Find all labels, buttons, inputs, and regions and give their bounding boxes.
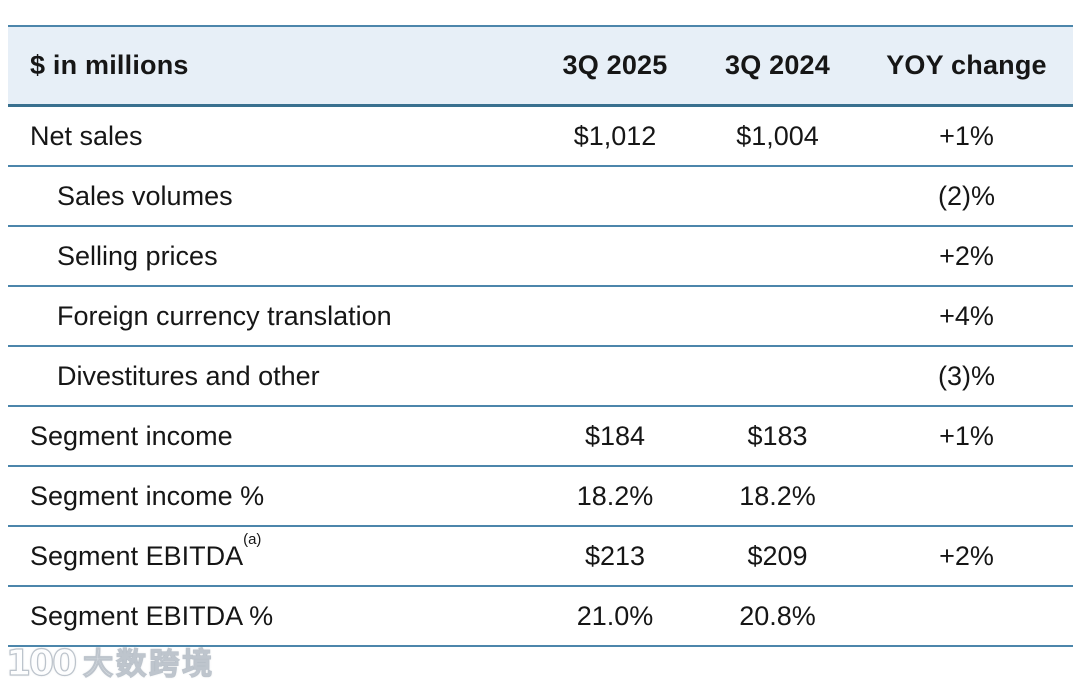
cell-3q2024: 20.8% bbox=[739, 600, 816, 631]
table-row: Divestitures and other (3)% bbox=[8, 347, 1073, 407]
cell-yoy-change: +1% bbox=[939, 420, 994, 451]
row-label-text: Segment income bbox=[30, 420, 233, 451]
table-header-row: $ in millions 3Q 2025 3Q 2024 YOY change bbox=[8, 25, 1073, 107]
table-row: Sales volumes (2)% bbox=[8, 167, 1073, 227]
watermark-logo: 100 bbox=[5, 643, 77, 684]
row-label: Divestitures and other bbox=[8, 361, 535, 392]
table-row: Foreign currency translation +4% bbox=[8, 287, 1073, 347]
cell-yoy-change: +2% bbox=[939, 240, 994, 271]
row-label-text: Segment income % bbox=[30, 480, 265, 511]
row-label: Net sales bbox=[8, 121, 535, 152]
row-label-text: Net sales bbox=[30, 120, 143, 151]
watermark: 100 大数跨境 bbox=[5, 643, 216, 684]
cell-yoy-change: (2)% bbox=[937, 180, 995, 211]
row-label: Sales volumes bbox=[8, 181, 535, 212]
row-label-text: Sales volumes bbox=[57, 180, 233, 211]
watermark-text: 大数跨境 bbox=[83, 647, 216, 683]
financial-results-table: $ in millions 3Q 2025 3Q 2024 YOY change… bbox=[8, 25, 1073, 647]
row-label-superscript: (a) bbox=[243, 530, 262, 548]
table-row: Segment income % 18.2% 18.2% bbox=[8, 467, 1073, 527]
table-row: Segment income $184 $183 +1% bbox=[8, 407, 1073, 467]
cell-yoy-change: +4% bbox=[939, 300, 994, 331]
row-label: Segment income % bbox=[8, 481, 535, 512]
row-label: Segment EBITDA(a) bbox=[8, 531, 535, 572]
cell-3q2025: $1,012 bbox=[573, 120, 657, 151]
row-label: Foreign currency translation bbox=[8, 301, 535, 332]
row-label-text: Selling prices bbox=[57, 240, 218, 271]
column-header-3q2025: 3Q 2025 bbox=[562, 50, 668, 80]
table-row: Net sales $1,012 $1,004 +1% bbox=[8, 107, 1073, 167]
cell-3q2024: $1,004 bbox=[736, 120, 819, 151]
row-label: Segment income bbox=[8, 421, 535, 452]
cell-3q2024: $183 bbox=[747, 420, 808, 451]
column-header-3q2024: 3Q 2024 bbox=[725, 50, 830, 80]
cell-yoy-change: +1% bbox=[939, 120, 994, 151]
cell-3q2025: 18.2% bbox=[576, 480, 654, 511]
column-header-yoy-change: YOY change bbox=[886, 50, 1047, 80]
table-row: Segment EBITDA(a) $213 $209 +2% bbox=[8, 527, 1073, 587]
row-label: Selling prices bbox=[8, 241, 535, 272]
row-label: Segment EBITDA % bbox=[8, 601, 535, 632]
column-header-metric: $ in millions bbox=[30, 50, 189, 80]
cell-3q2025: $213 bbox=[584, 540, 646, 571]
table-row: Selling prices +2% bbox=[8, 227, 1073, 287]
cell-3q2025: $184 bbox=[584, 420, 646, 451]
table-row: Segment EBITDA % 21.0% 20.8% bbox=[8, 587, 1073, 647]
cell-3q2024: 18.2% bbox=[739, 480, 816, 511]
cell-3q2025: 21.0% bbox=[576, 600, 654, 631]
row-label-text: Foreign currency translation bbox=[57, 300, 392, 331]
row-label-text: Divestitures and other bbox=[57, 360, 320, 391]
row-label-text: Segment EBITDA bbox=[30, 540, 244, 571]
row-label-text: Segment EBITDA % bbox=[30, 600, 274, 631]
cell-yoy-change: (3)% bbox=[937, 360, 995, 391]
cell-yoy-change: +2% bbox=[939, 540, 994, 571]
table-body: Net sales $1,012 $1,004 +1% Sales volume… bbox=[8, 107, 1073, 647]
cell-3q2024: $209 bbox=[747, 540, 808, 571]
